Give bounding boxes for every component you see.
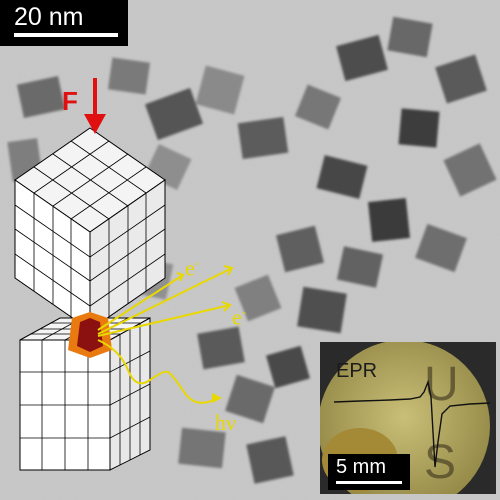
epr-spectrum-trace: [333, 379, 491, 468]
electron-symbol: e: [185, 255, 195, 281]
epr-label: EPR: [336, 360, 378, 382]
scale-bar-label: 20 nm: [14, 3, 84, 31]
emission-arrows: [97, 265, 234, 404]
nanocube-cluster: [7, 16, 497, 484]
letter-s: S: [424, 436, 456, 489]
letter-u: U: [424, 358, 459, 411]
contact-zone: [68, 312, 112, 358]
electron-charge: -: [194, 255, 200, 270]
scale-bar: 20 nm: [0, 0, 128, 46]
electron-label-2: e-: [232, 304, 246, 330]
inset-scale-bar-line: [336, 481, 402, 484]
force-label: F: [62, 86, 78, 116]
force-arrow-head: [84, 114, 106, 134]
upper-cube-illustration: [14, 127, 166, 331]
inset-scale-bar-label: 5 mm: [336, 456, 386, 478]
electron-symbol: e: [232, 304, 242, 330]
electron-label-1: e-: [185, 255, 199, 281]
scale-bar-line: [14, 33, 118, 37]
inset-scale-bar: 5 mm: [328, 454, 410, 490]
photon-label: hν: [215, 410, 236, 435]
photon-arrow-head: [212, 393, 222, 403]
electron-charge: -: [241, 304, 247, 319]
epr-inset: U S EPR 5 mm: [320, 342, 496, 494]
